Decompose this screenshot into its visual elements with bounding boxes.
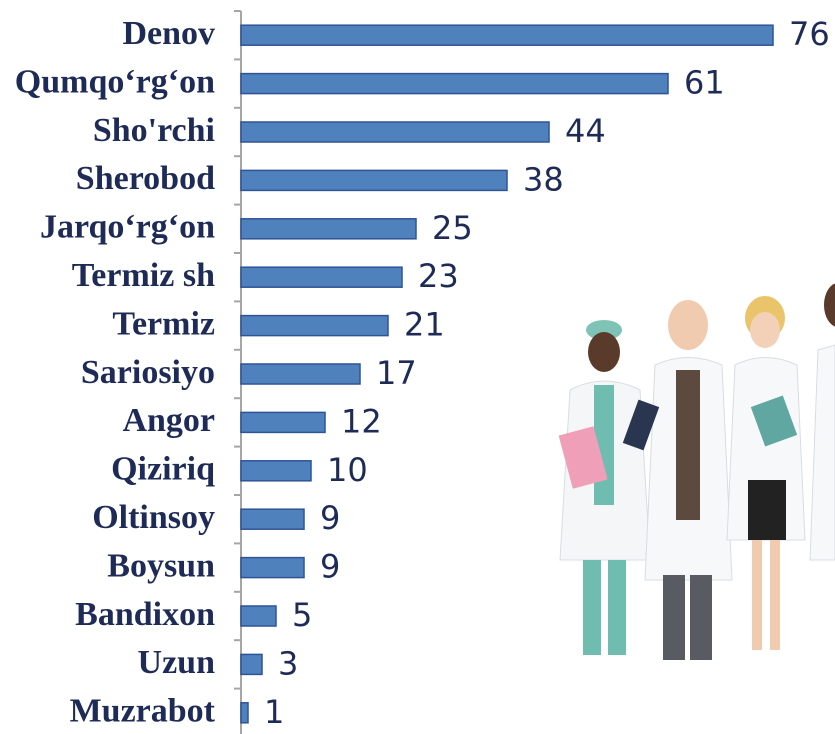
bar [240, 314, 389, 337]
value-label: 25 [432, 209, 473, 247]
bar [240, 218, 417, 240]
bar [240, 605, 277, 627]
category-label: Angor [122, 402, 215, 439]
category-label: Jarqo‘rg‘on [40, 209, 215, 246]
bar [240, 653, 263, 676]
category-label: Qiziriq [111, 451, 215, 488]
bar [240, 411, 326, 434]
value-label: 76 [789, 15, 830, 53]
value-label: 23 [418, 257, 459, 295]
category-label: Sariosiyo [81, 354, 215, 391]
value-label: 3 [278, 644, 298, 682]
value-label: 21 [404, 306, 445, 344]
bar [240, 460, 312, 482]
bar [240, 266, 403, 288]
value-label: 1 [264, 693, 284, 731]
category-label: Oltinsoy [92, 499, 215, 536]
value-label: 5 [292, 596, 312, 634]
category-label: Denov [122, 15, 215, 52]
category-label: Boysun [107, 547, 215, 584]
value-label: 12 [341, 402, 382, 440]
bar [240, 121, 550, 143]
value-label: 10 [327, 451, 368, 489]
category-label: Uzun [138, 644, 216, 681]
category-label: Qumqo‘rg‘on [15, 63, 215, 100]
bar [240, 24, 774, 46]
value-label: 44 [565, 112, 606, 150]
bar [240, 363, 361, 385]
category-label: Termiz [112, 305, 215, 342]
value-label: 17 [376, 354, 417, 392]
value-label: 9 [320, 499, 340, 537]
value-label: 38 [523, 160, 564, 198]
bar [240, 702, 249, 724]
category-label: Termiz sh [72, 257, 215, 294]
value-label: 61 [684, 64, 725, 102]
doctors-illustration [558, 283, 835, 660]
bar [240, 508, 305, 530]
bar [240, 556, 305, 579]
bar [240, 72, 669, 95]
category-label: Sherobod [76, 160, 215, 197]
category-label: Bandixon [75, 596, 215, 633]
category-label: Sho'rchi [93, 112, 215, 149]
value-label: 9 [320, 548, 340, 586]
category-label: Muzrabot [70, 693, 216, 730]
bar [240, 169, 508, 192]
